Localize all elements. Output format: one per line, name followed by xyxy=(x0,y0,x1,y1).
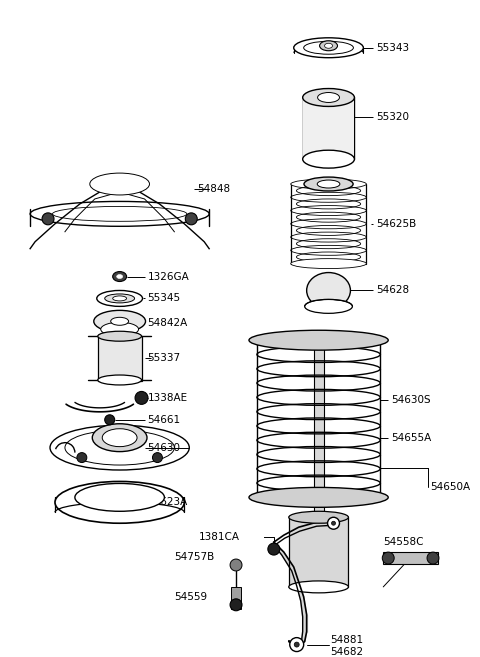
Ellipse shape xyxy=(304,41,353,55)
Ellipse shape xyxy=(382,552,394,564)
Ellipse shape xyxy=(185,213,197,225)
Ellipse shape xyxy=(77,453,87,463)
Ellipse shape xyxy=(50,425,189,470)
Polygon shape xyxy=(297,582,304,600)
Ellipse shape xyxy=(313,330,324,336)
Polygon shape xyxy=(282,552,294,571)
Text: 55343: 55343 xyxy=(376,43,409,53)
Ellipse shape xyxy=(268,543,280,555)
Ellipse shape xyxy=(291,259,366,269)
Text: 55345: 55345 xyxy=(147,294,180,304)
Ellipse shape xyxy=(249,330,388,350)
Text: 54661: 54661 xyxy=(147,415,180,425)
Text: 54558C: 54558C xyxy=(383,537,424,547)
Ellipse shape xyxy=(320,41,337,51)
Polygon shape xyxy=(298,640,305,645)
Polygon shape xyxy=(274,542,284,555)
Ellipse shape xyxy=(332,521,336,525)
Text: 54650A: 54650A xyxy=(430,482,470,492)
Ellipse shape xyxy=(111,317,129,325)
Ellipse shape xyxy=(289,511,348,523)
Ellipse shape xyxy=(90,173,149,195)
Ellipse shape xyxy=(304,177,353,191)
Bar xyxy=(313,333,324,517)
Text: 54848: 54848 xyxy=(197,184,230,194)
Ellipse shape xyxy=(317,180,340,188)
Bar xyxy=(289,517,348,587)
Ellipse shape xyxy=(290,638,304,652)
Text: 54655A: 54655A xyxy=(391,433,432,443)
Ellipse shape xyxy=(305,300,352,313)
Ellipse shape xyxy=(307,273,350,308)
Ellipse shape xyxy=(294,38,363,58)
Ellipse shape xyxy=(42,213,54,225)
Polygon shape xyxy=(303,97,354,159)
Ellipse shape xyxy=(98,331,142,341)
Ellipse shape xyxy=(230,559,242,571)
Ellipse shape xyxy=(427,552,439,564)
Ellipse shape xyxy=(303,150,354,168)
Ellipse shape xyxy=(97,290,143,306)
Ellipse shape xyxy=(117,275,122,279)
Ellipse shape xyxy=(249,487,388,507)
Text: 54630S: 54630S xyxy=(391,395,431,405)
Bar xyxy=(231,587,241,609)
Ellipse shape xyxy=(230,599,242,611)
Ellipse shape xyxy=(294,642,299,647)
Text: 54881: 54881 xyxy=(331,635,364,645)
Ellipse shape xyxy=(105,415,115,425)
Polygon shape xyxy=(292,567,299,586)
Ellipse shape xyxy=(113,271,127,281)
Ellipse shape xyxy=(102,429,137,447)
Polygon shape xyxy=(303,615,307,631)
Ellipse shape xyxy=(94,310,145,332)
Ellipse shape xyxy=(324,43,333,48)
Polygon shape xyxy=(302,631,307,642)
Ellipse shape xyxy=(291,179,366,189)
Ellipse shape xyxy=(327,517,339,529)
Text: 54682: 54682 xyxy=(331,646,364,656)
Ellipse shape xyxy=(101,323,139,336)
Text: 1381CA: 1381CA xyxy=(199,532,240,542)
Ellipse shape xyxy=(92,424,147,451)
Ellipse shape xyxy=(75,484,165,511)
Ellipse shape xyxy=(113,296,127,301)
Polygon shape xyxy=(300,597,307,617)
Text: 54628: 54628 xyxy=(376,285,409,296)
Ellipse shape xyxy=(318,93,339,102)
Ellipse shape xyxy=(289,581,348,593)
Text: 1338AE: 1338AE xyxy=(147,393,188,403)
Ellipse shape xyxy=(55,482,184,523)
Text: 54630: 54630 xyxy=(147,443,180,453)
Polygon shape xyxy=(289,641,294,645)
Ellipse shape xyxy=(52,206,187,221)
Ellipse shape xyxy=(98,375,142,385)
Ellipse shape xyxy=(65,430,174,465)
Text: 54757B: 54757B xyxy=(174,552,215,562)
Ellipse shape xyxy=(303,89,354,106)
Text: 54625B: 54625B xyxy=(376,219,417,229)
Ellipse shape xyxy=(30,202,209,226)
Bar xyxy=(383,552,438,564)
Text: 54559: 54559 xyxy=(174,592,207,602)
Ellipse shape xyxy=(153,453,162,463)
Bar xyxy=(98,336,142,381)
Text: 54623A: 54623A xyxy=(147,497,188,507)
Text: 54842A: 54842A xyxy=(147,318,188,328)
Text: 55337: 55337 xyxy=(147,353,180,363)
Ellipse shape xyxy=(105,294,134,303)
Text: 1326GA: 1326GA xyxy=(147,271,189,282)
Text: 55320: 55320 xyxy=(376,112,409,122)
Ellipse shape xyxy=(135,392,148,404)
Polygon shape xyxy=(293,643,300,645)
